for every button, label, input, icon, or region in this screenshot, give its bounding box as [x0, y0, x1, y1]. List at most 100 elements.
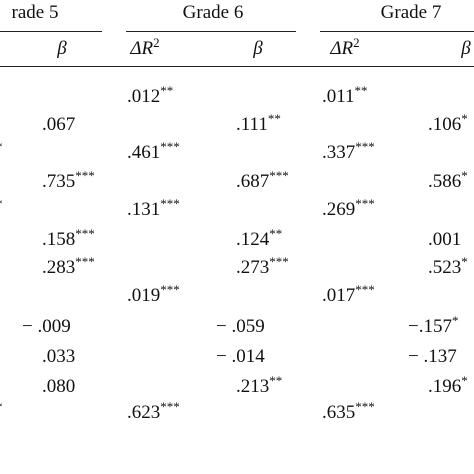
cell-value: .635 — [322, 402, 356, 423]
column-header: ΔR2 — [330, 35, 360, 60]
cell-value: .033 — [42, 346, 76, 367]
cell-value: .080 — [42, 376, 76, 397]
cell-value: − .059 — [216, 316, 265, 337]
cell-significance: *** — [160, 399, 180, 414]
cell-value: .269 — [322, 199, 356, 220]
group-header: rade 5 — [11, 2, 59, 23]
column-header: β — [461, 38, 470, 60]
table-cell: .106* — [428, 112, 468, 136]
table-cell: .067 — [42, 114, 75, 136]
cell-value: .111 — [236, 114, 268, 135]
group-rule — [320, 31, 474, 32]
table-cell: .687*** — [236, 168, 289, 193]
table-cell: .269*** — [322, 196, 375, 221]
column-superscript: 2 — [353, 35, 360, 50]
table-cell: * — [0, 196, 3, 221]
cell-value: − .014 — [216, 346, 265, 367]
table-cell: .623*** — [127, 399, 180, 424]
table-cell: .080 — [42, 376, 75, 398]
column-header: β — [253, 38, 262, 60]
cell-significance: *** — [75, 254, 95, 269]
cell-significance: *** — [355, 399, 375, 414]
cell-significance: *** — [355, 282, 375, 297]
table-cell: .158*** — [42, 226, 95, 251]
column-symbol: ΔR — [130, 38, 154, 59]
group-rule — [126, 31, 296, 32]
cell-significance: ** — [269, 226, 283, 241]
cell-value: .019 — [127, 285, 161, 306]
table-cell: .283*** — [42, 254, 95, 279]
table-cell: .017*** — [322, 282, 375, 307]
table-cell: .001 — [428, 229, 461, 251]
cell-significance: * — [461, 168, 468, 183]
table-cell: − .137 — [408, 346, 457, 368]
cell-value: .213 — [236, 376, 270, 397]
table-cell: .019*** — [127, 282, 180, 307]
column-symbol: ΔR — [330, 38, 354, 59]
group-header: Grade 7 — [380, 2, 442, 23]
cell-value: − .137 — [408, 346, 457, 367]
table-cell: .635*** — [322, 399, 375, 424]
column-header: ΔR2 — [130, 35, 160, 60]
cell-value: .131 — [127, 199, 161, 220]
table-cell: .196* — [428, 373, 468, 398]
cell-significance: *** — [160, 196, 180, 211]
cell-significance: * — [0, 399, 3, 414]
column-symbol: β — [57, 38, 67, 59]
column-symbol: β — [253, 38, 263, 59]
cell-value: .196 — [428, 376, 462, 397]
cell-significance: *** — [355, 196, 375, 211]
table-cell: .033 — [42, 346, 75, 368]
cell-value: .687 — [236, 171, 270, 192]
table-cell: .735*** — [42, 168, 95, 193]
cell-significance: * — [451, 313, 459, 328]
column-superscript: 2 — [153, 35, 160, 50]
cell-significance: *** — [160, 139, 180, 154]
cell-value: .735 — [42, 171, 76, 192]
cell-significance: *** — [355, 139, 375, 154]
table-cell: − .009 — [22, 316, 71, 338]
cell-significance: *** — [75, 226, 95, 241]
cell-value: .283 — [42, 257, 76, 278]
cell-value: .106 — [428, 114, 462, 135]
cell-value: .523 — [428, 257, 462, 278]
table-cell: − .059 — [216, 316, 265, 338]
cell-significance: * — [0, 139, 3, 154]
table-cell: − .014 — [216, 346, 265, 368]
cell-value: .586 — [428, 171, 462, 192]
table-cell: .213** — [236, 374, 282, 398]
cell-significance: * — [461, 373, 468, 388]
header-rule — [0, 66, 474, 67]
cell-significance: ** — [354, 83, 368, 98]
table-cell: −.157* — [408, 313, 459, 338]
table-cell: .586* — [428, 168, 468, 193]
cell-value: − .009 — [22, 316, 71, 337]
table-cell: * — [0, 139, 3, 164]
group-rule — [0, 31, 102, 32]
cell-significance: ** — [160, 83, 174, 98]
table-cell: .011** — [322, 83, 368, 108]
table-cell: .124** — [236, 226, 283, 251]
cell-significance: * — [461, 254, 468, 269]
cell-value: .017 — [322, 285, 356, 306]
cell-value: −.157 — [408, 316, 452, 337]
cell-significance: ** — [267, 111, 281, 126]
cell-value: .273 — [236, 257, 270, 278]
cell-value: .067 — [42, 114, 76, 135]
cell-significance: *** — [75, 168, 95, 183]
cell-significance: *** — [160, 282, 180, 297]
cell-value: .337 — [322, 142, 356, 163]
cell-significance: * — [0, 196, 3, 211]
cell-value: .011 — [322, 86, 355, 107]
cell-value: .012 — [127, 86, 161, 107]
table-cell: .461*** — [127, 139, 180, 164]
table-cell: .012** — [127, 83, 174, 108]
cell-significance: *** — [269, 168, 289, 183]
table-cell: * — [0, 399, 3, 424]
cell-significance: *** — [269, 254, 289, 269]
table-cell: .111** — [236, 111, 281, 136]
table-cell: .273*** — [236, 254, 289, 279]
group-header: Grade 6 — [182, 2, 244, 23]
table-cell: .523* — [428, 254, 468, 279]
